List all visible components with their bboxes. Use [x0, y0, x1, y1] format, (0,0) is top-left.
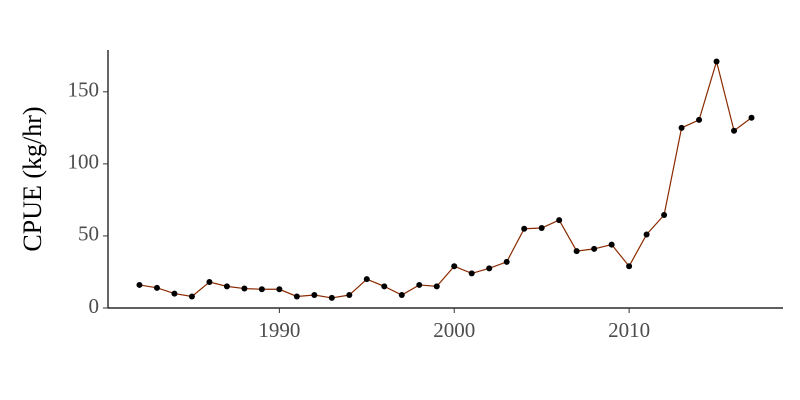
data-point [731, 127, 738, 134]
y-axis-label: CPUE (kg/hr) [18, 106, 47, 251]
data-point [643, 231, 650, 238]
data-point [188, 293, 195, 300]
y-tick-label: 100 [68, 150, 100, 174]
data-point [433, 283, 440, 290]
data-point [398, 292, 405, 299]
data-line [139, 59, 752, 299]
data-point [468, 270, 475, 277]
data-point [223, 283, 230, 290]
data-point [503, 258, 510, 265]
x-tick-label: 2000 [433, 318, 475, 342]
y-tick-label: 0 [89, 294, 100, 318]
data-point [591, 245, 598, 252]
data-point [346, 292, 353, 299]
data-point [136, 281, 143, 288]
data-point [678, 124, 685, 131]
data-point [713, 58, 720, 65]
data-point [363, 276, 370, 283]
data-point [241, 285, 248, 292]
x-tick-label: 2010 [608, 318, 650, 342]
data-point [258, 286, 265, 293]
data-point [171, 290, 178, 297]
data-point [311, 292, 318, 299]
data-point [626, 263, 633, 270]
data-point [696, 116, 703, 123]
y-tick-label: 50 [78, 222, 99, 246]
data-point [538, 225, 545, 232]
data-point [153, 284, 160, 291]
data-point [416, 281, 423, 288]
y-tick-label: 150 [68, 78, 100, 102]
data-point [451, 263, 458, 270]
data-point [661, 212, 668, 219]
data-point [328, 294, 335, 301]
data-point [748, 114, 755, 121]
data-point [608, 241, 615, 248]
data-point [573, 248, 580, 255]
data-point [556, 217, 563, 224]
data-point [276, 286, 283, 293]
x-tick-label: 1990 [258, 318, 300, 342]
data-point [381, 283, 388, 290]
data-point [206, 279, 213, 286]
data-point [521, 225, 528, 232]
data-point [293, 293, 300, 300]
data-point [486, 265, 493, 272]
